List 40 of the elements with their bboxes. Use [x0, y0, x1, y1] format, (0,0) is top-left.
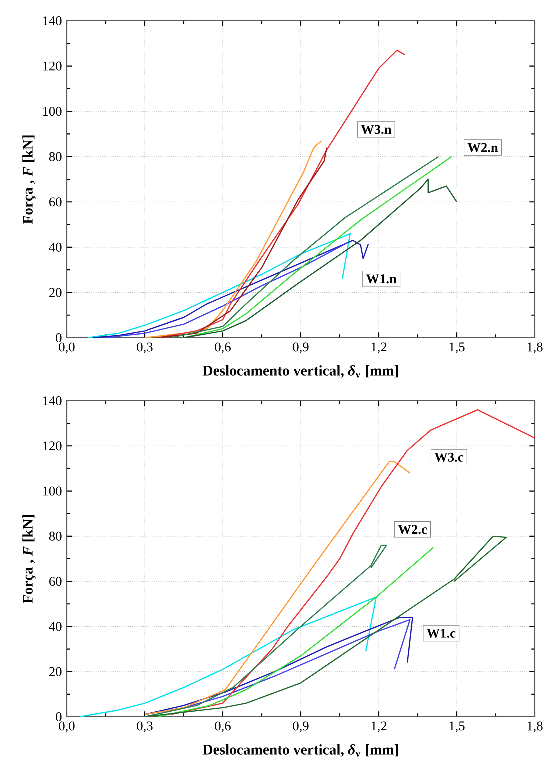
y-tick-label: 60 [50, 198, 62, 207]
x-tick-label: 1,8 [528, 722, 543, 733]
x-tick-label: 0,6 [215, 342, 231, 354]
y-tick-label: 140 [43, 16, 62, 26]
x-axis-title: Deslocamento vertical, δ$_{v}$ [mm] [202, 744, 398, 757]
y-tick-label: 20 [50, 288, 62, 298]
x-tick-label: 0,3 [137, 722, 153, 733]
x-tick-label: 0,9 [293, 722, 309, 733]
x-tick-label: 1,8 [528, 342, 543, 354]
y-axis-title: Força , F [kN] [22, 136, 36, 224]
annotation: W2.n [468, 143, 498, 152]
y-tick-label: 100 [43, 486, 62, 496]
x-tick-label: 0,9 [293, 342, 309, 354]
y-tick-label: 40 [49, 242, 62, 252]
annotation: W1.c [426, 628, 456, 638]
y-tick-label: 0 [56, 334, 62, 342]
annotation: W3.c [434, 452, 464, 462]
x-tick-label: 1,5 [450, 342, 465, 354]
x-axis-title: Deslocamento vertical, δ$_{v}$ [mm] [202, 365, 398, 378]
x-tick-label: 0,6 [215, 722, 231, 733]
y-tick-label: 80 [49, 152, 62, 162]
y-tick-label: 120 [43, 442, 62, 451]
y-tick-label: 100 [43, 107, 62, 116]
annotation: W2.c [398, 525, 428, 534]
x-tick-label: 0,0 [59, 722, 75, 733]
x-tick-label: 0,0 [59, 342, 75, 354]
x-tick-label: 0,3 [137, 342, 153, 354]
y-tick-label: 120 [43, 62, 62, 71]
x-tick-label: 1,2 [372, 342, 387, 354]
annotation: W3.n [361, 125, 392, 134]
y-tick-label: 20 [50, 667, 62, 676]
y-tick-label: 60 [50, 577, 62, 586]
annotation: W1.n [366, 274, 397, 284]
y-tick-label: 80 [49, 532, 62, 541]
y-tick-label: 40 [49, 622, 62, 632]
y-tick-label: 140 [43, 396, 62, 406]
y-axis-title: Força , F [kN] [22, 515, 36, 604]
y-tick-label: 0 [56, 712, 62, 722]
x-tick-label: 1,5 [450, 722, 465, 733]
x-tick-label: 1,2 [372, 722, 387, 733]
